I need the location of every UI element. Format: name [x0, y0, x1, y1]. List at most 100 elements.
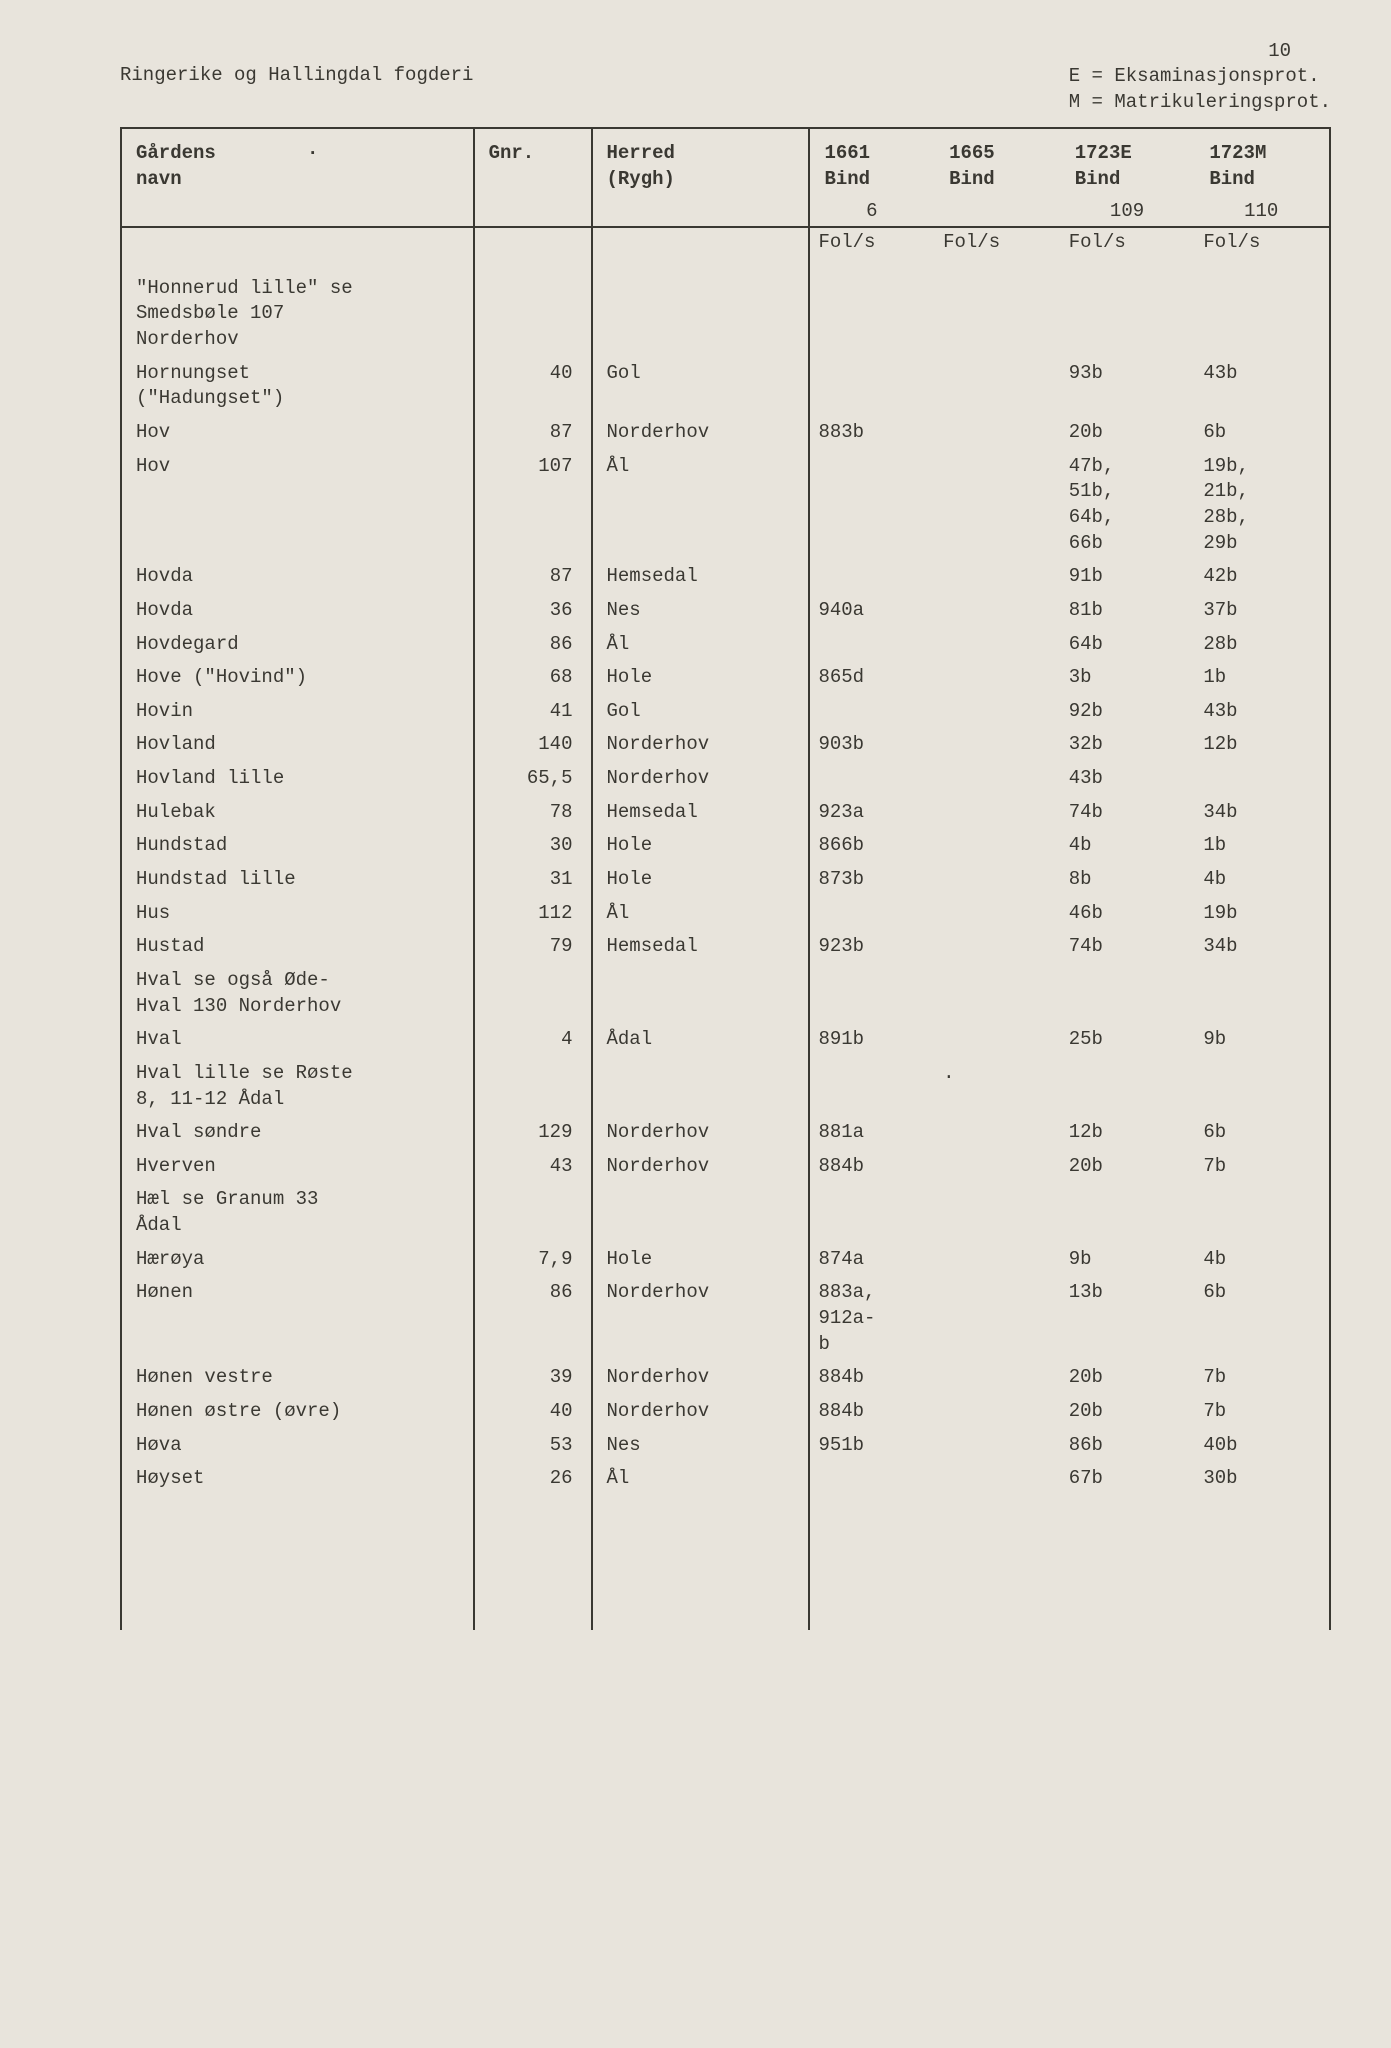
cell-1665	[935, 762, 1061, 796]
col-header-1723m: 1723M Bind	[1195, 129, 1330, 196]
cell-1661	[809, 695, 935, 729]
spacer	[1195, 258, 1330, 272]
legend: E = Eksaminasjonsprot. M = Matrikulering…	[1069, 64, 1331, 115]
cell-1723m: 28b	[1195, 628, 1330, 662]
fols-1723e: Fol/s	[1061, 227, 1196, 258]
cell-1665	[935, 1023, 1061, 1057]
cell-1723e: 4b	[1061, 829, 1196, 863]
table-row: Hove ("Hovind")68Hole865d3b1b	[121, 661, 1330, 695]
cell-navn: Hønen vestre	[121, 1361, 474, 1395]
cell-gnr: 40	[474, 1395, 592, 1429]
cell-empty	[1061, 1597, 1196, 1631]
bind-1723e: 109	[1061, 197, 1196, 228]
cell-1665	[935, 1462, 1061, 1496]
cell-1723e: 20b	[1061, 416, 1196, 450]
cell-gnr: 129	[474, 1116, 592, 1150]
cell-1665	[935, 964, 1061, 1023]
cell-herred: Norderhov	[592, 1116, 810, 1150]
cell-1723e	[1061, 1183, 1196, 1242]
cell-1661: 923a	[809, 796, 935, 830]
cell-gnr: 4	[474, 1023, 592, 1057]
table-row: Hval se også Øde-Hval 130 Norderhov	[121, 964, 1330, 1023]
cell-gnr: 65,5	[474, 762, 592, 796]
cell-herred: Norderhov	[592, 728, 810, 762]
cell-1723e: 20b	[1061, 1150, 1196, 1184]
table-row: Høyset26Ål67b30b	[121, 1462, 1330, 1496]
page: 10 Ringerike og Hallingdal fogderi E = E…	[0, 0, 1391, 2048]
cell-empty	[935, 1529, 1061, 1563]
cell-gnr	[474, 1057, 592, 1116]
bind-1723m: 110	[1195, 197, 1330, 228]
cell-1723m: 1b	[1195, 661, 1330, 695]
cell-1723e: 13b	[1061, 1276, 1196, 1361]
cell-herred	[592, 272, 810, 357]
cell-1723e: 3b	[1061, 661, 1196, 695]
cell-1661	[809, 450, 935, 561]
cell-1665	[935, 1276, 1061, 1361]
legend-line-m: M = Matrikuleringsprot.	[1069, 90, 1331, 116]
cell-herred: Hole	[592, 863, 810, 897]
cell-herred: Norderhov	[592, 1276, 810, 1361]
cell-navn: Hundstad	[121, 829, 474, 863]
table-row: "Honnerud lille" seSmedsbøle 107Norderho…	[121, 272, 1330, 357]
cell-navn: Hovdegard	[121, 628, 474, 662]
cell-empty	[592, 1496, 810, 1530]
cell-1723e: 92b	[1061, 695, 1196, 729]
cell-1723m	[1195, 1057, 1330, 1116]
col-header-1665: 1665 Bind	[935, 129, 1061, 196]
cell-empty	[809, 1597, 935, 1631]
spacer	[592, 258, 810, 272]
cell-navn: Hov	[121, 450, 474, 561]
cell-1661	[809, 357, 935, 416]
spacer	[809, 258, 935, 272]
cell-gnr: 112	[474, 897, 592, 931]
cell-1723m: 34b	[1195, 796, 1330, 830]
table-row: Hønen86Norderhov883a,912a-b13b6b	[121, 1276, 1330, 1361]
cell-gnr: 26	[474, 1462, 592, 1496]
table-row: Hovland lille65,5Norderhov43b	[121, 762, 1330, 796]
cell-empty	[1061, 1529, 1196, 1563]
cell-empty	[592, 1597, 810, 1631]
cell-gnr: 40	[474, 357, 592, 416]
cell-herred: Gol	[592, 357, 810, 416]
cell-empty	[474, 1529, 592, 1563]
cell-1723m: 43b	[1195, 357, 1330, 416]
cell-navn: Hønen	[121, 1276, 474, 1361]
cell-1723m	[1195, 762, 1330, 796]
cell-1723m: 9b	[1195, 1023, 1330, 1057]
cell-empty	[474, 1597, 592, 1631]
cell-1723e: 47b,51b,64b,66b	[1061, 450, 1196, 561]
cell-1665	[935, 1429, 1061, 1463]
cell-1723m	[1195, 1183, 1330, 1242]
cell-1665	[935, 1361, 1061, 1395]
cell-1723e: 74b	[1061, 796, 1196, 830]
table-row: Hundstad lille31Hole873b8b4b	[121, 863, 1330, 897]
cell-1665	[935, 1183, 1061, 1242]
cell-gnr: 68	[474, 661, 592, 695]
table-row: Hval søndre129Norderhov881a12b6b	[121, 1116, 1330, 1150]
cell-navn: Hov	[121, 416, 474, 450]
cell-gnr: 53	[474, 1429, 592, 1463]
cell-1665	[935, 661, 1061, 695]
cell-gnr: 30	[474, 829, 592, 863]
table-row: Hus112Ål46b19b	[121, 897, 1330, 931]
cell-1723e: 67b	[1061, 1462, 1196, 1496]
legend-line-e: E = Eksaminasjonsprot.	[1069, 64, 1331, 90]
cell-1661: 884b	[809, 1150, 935, 1184]
cell-1665	[935, 1395, 1061, 1429]
cell-1661	[809, 560, 935, 594]
table-head: Gårdens · navn Gnr. Herred (Rygh) 1661 B…	[121, 129, 1330, 258]
cell-1723e: 81b	[1061, 594, 1196, 628]
cell-1661: 891b	[809, 1023, 935, 1057]
cell-1665	[935, 1116, 1061, 1150]
cell-empty	[121, 1529, 474, 1563]
table-row: Hovin41Gol92b43b	[121, 695, 1330, 729]
cell-1723m	[1195, 964, 1330, 1023]
cell-1661: 884b	[809, 1361, 935, 1395]
cell-gnr: 86	[474, 1276, 592, 1361]
cell-1661	[809, 897, 935, 931]
cell-herred: Ål	[592, 1462, 810, 1496]
table-row: Hov107Ål47b,51b,64b,66b19b,21b,28b,29b	[121, 450, 1330, 561]
cell-1723m: 43b	[1195, 695, 1330, 729]
cell-herred	[592, 964, 810, 1023]
